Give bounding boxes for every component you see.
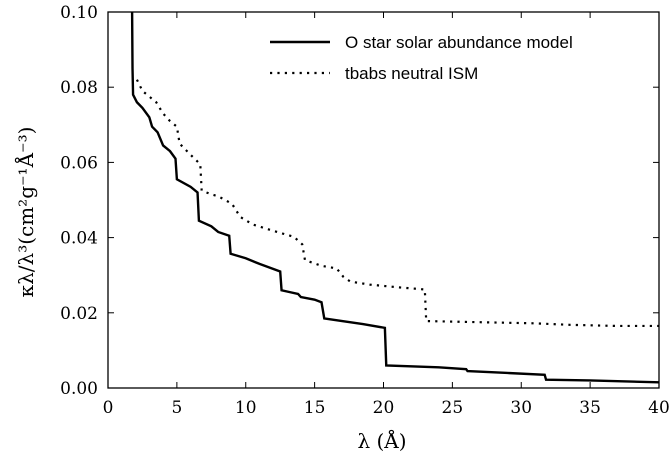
x-tick-label: 5	[171, 398, 182, 418]
x-tick-label: 20	[373, 398, 395, 418]
legend-label-1: O star solar abundance model	[345, 33, 573, 52]
x-tick-label: 35	[579, 398, 601, 418]
x-axis-label: λ (Å)	[357, 428, 406, 453]
x-tick-label: 30	[510, 398, 532, 418]
x-tick-label: 0	[103, 398, 114, 418]
ticks-layer: 0 5 10 15 20 25 30 35 40 0.00 0.02 0.04 0.06 0.08 0.10	[60, 3, 670, 418]
y-tick-label: 0.06	[60, 153, 98, 173]
legend: O star solar abundance model tbabs neutra…	[270, 33, 573, 83]
x-tick-label: 25	[442, 398, 464, 418]
y-tick-label: 0.02	[60, 304, 98, 324]
x-tick-label: 40	[648, 398, 670, 418]
y-axis-label: κλ/λ³(cm²g⁻¹Å⁻³)	[13, 127, 38, 298]
x-tick-label: 15	[304, 398, 326, 418]
series-line-1	[130, 12, 659, 384]
y-tick-label: 0.08	[60, 78, 98, 98]
series-layer	[130, 12, 659, 384]
y-tick-label: 0.04	[60, 229, 98, 249]
legend-label-2: tbabs neutral ISM	[345, 64, 478, 83]
x-tick-label: 10	[235, 398, 257, 418]
y-tick-label: 0.10	[60, 3, 98, 23]
y-tick-label: 0.00	[60, 379, 98, 399]
series-line-2	[135, 79, 659, 328]
